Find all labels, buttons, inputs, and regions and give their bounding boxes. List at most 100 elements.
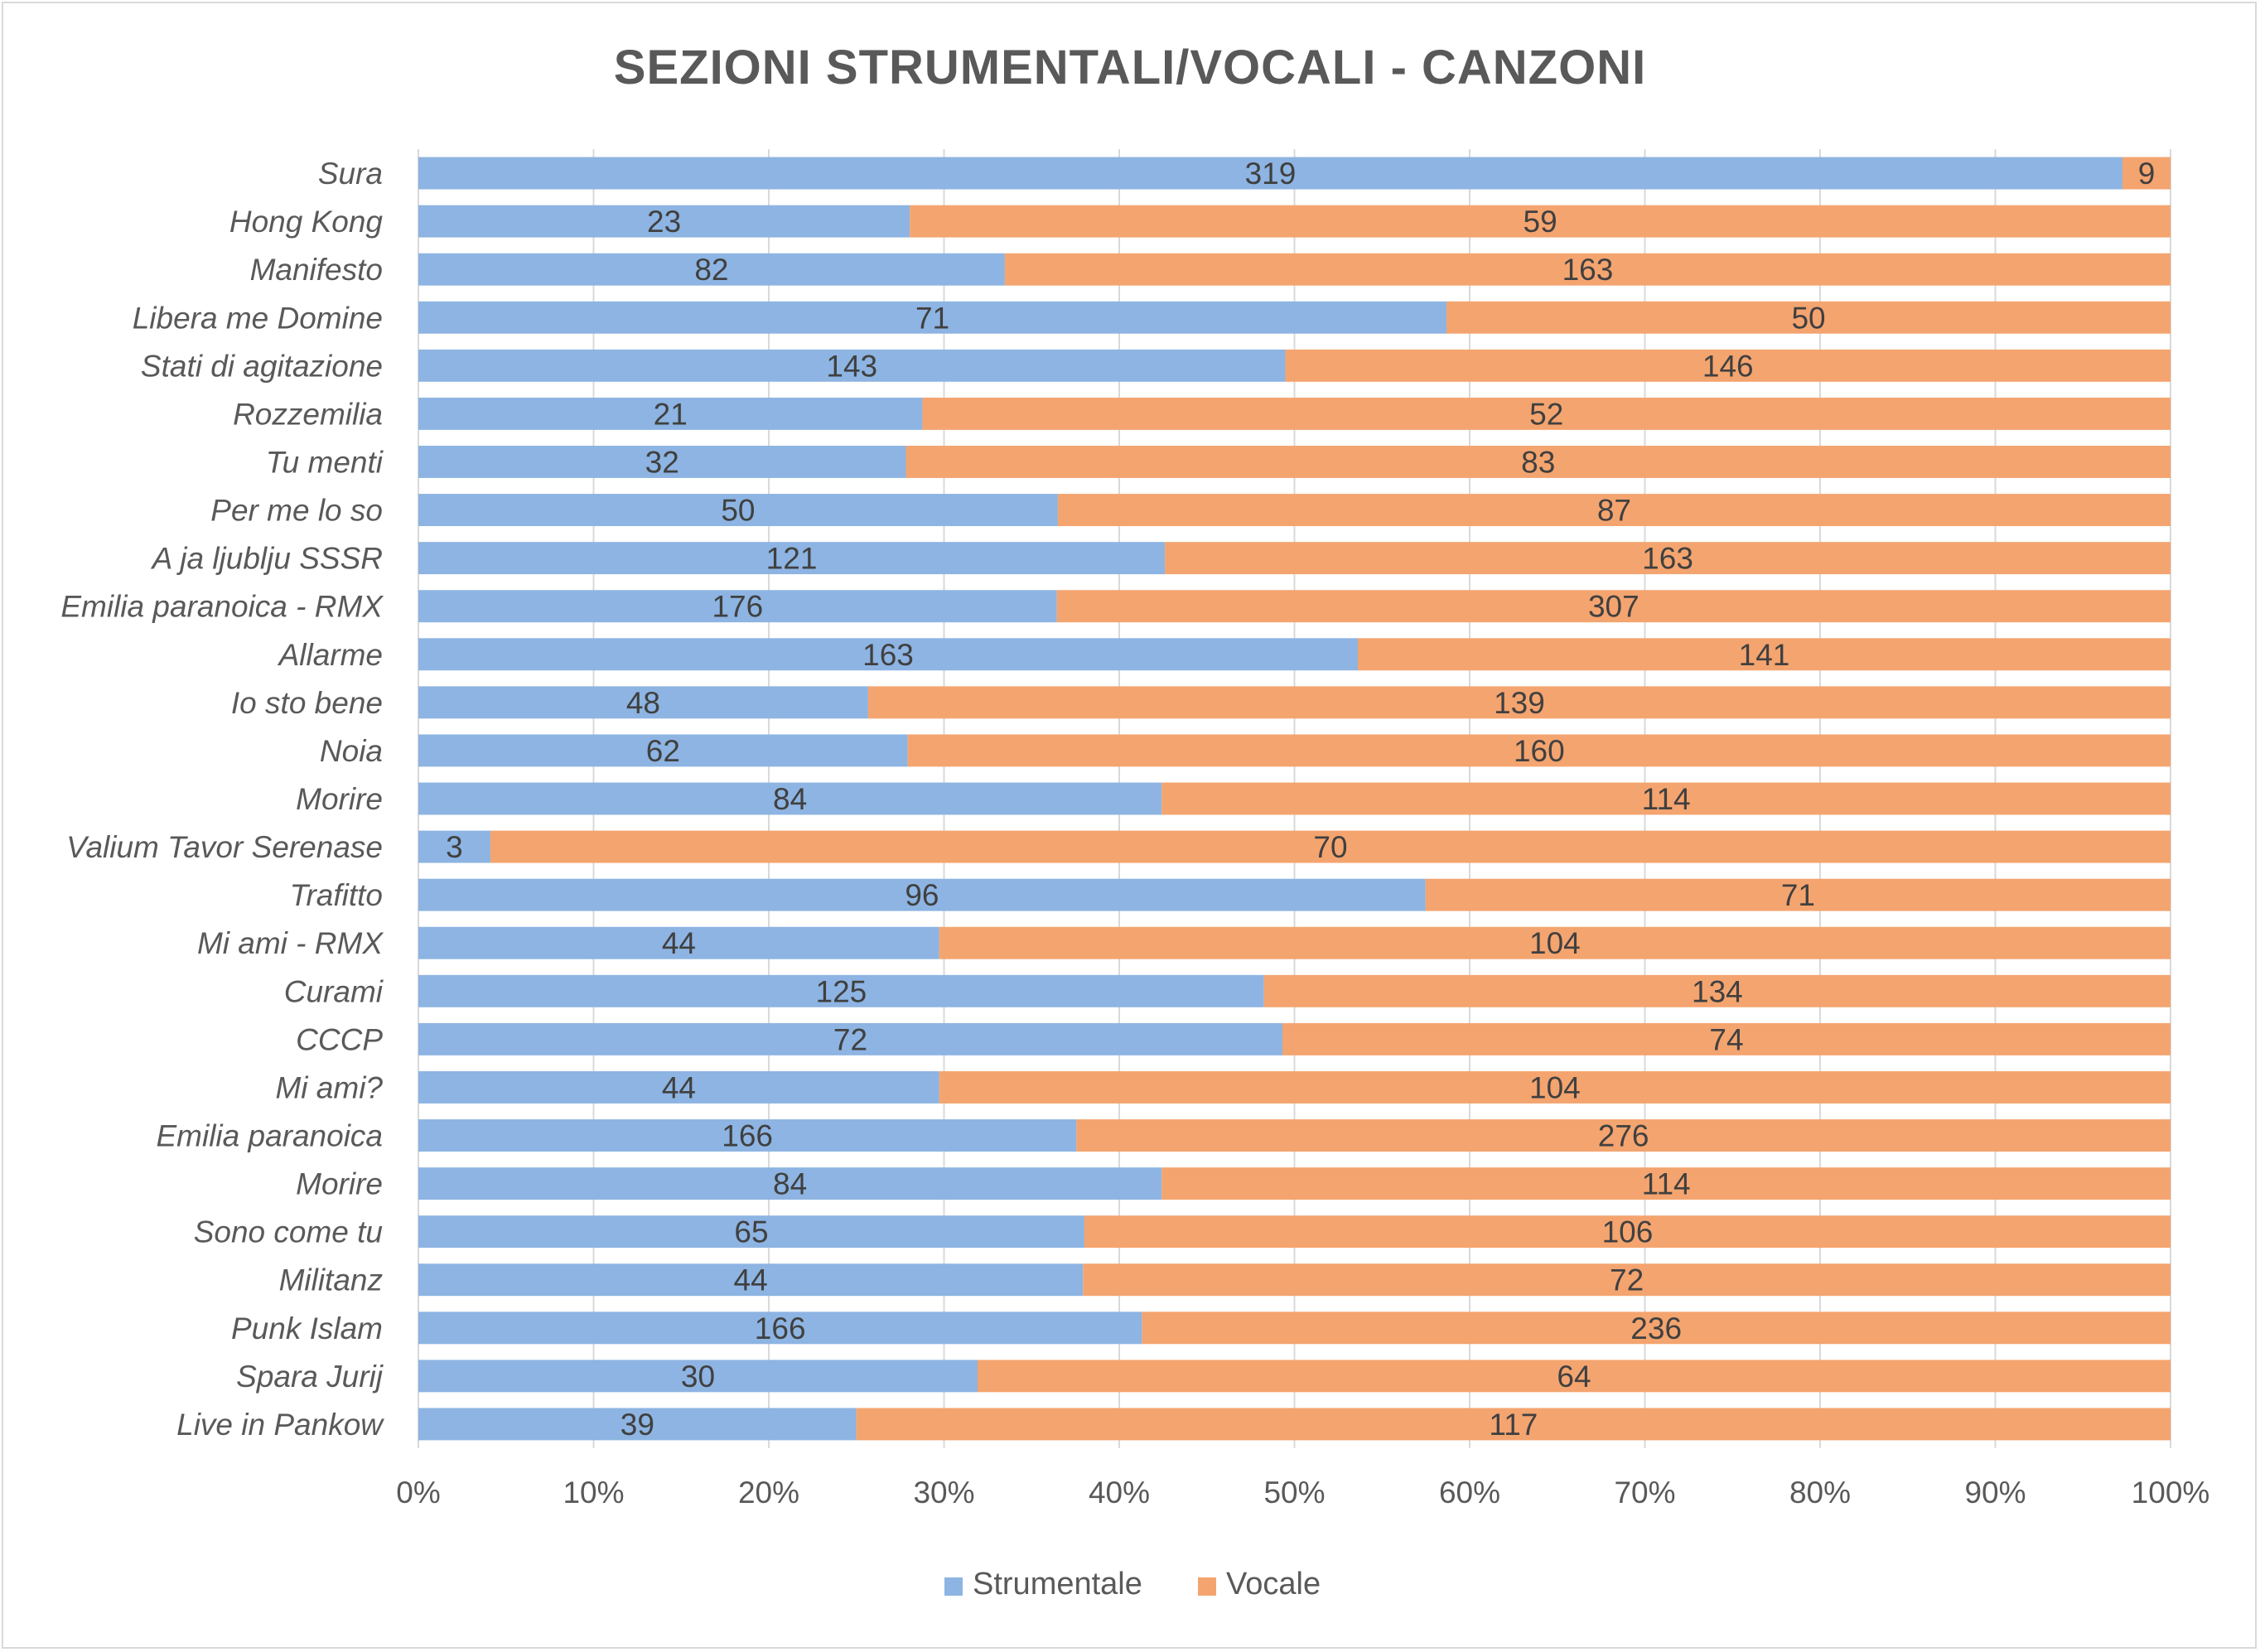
bar-strumentale [418, 1022, 1283, 1055]
data-label-strumentale: 72 [833, 1022, 867, 1056]
category-label: Morire [296, 1167, 383, 1201]
legend-swatch-vocale [1198, 1577, 1216, 1596]
category-label: Sura [318, 157, 383, 191]
bar-vocale [1165, 542, 2171, 575]
bar-strumentale [418, 1360, 978, 1393]
bar-strumentale [418, 686, 868, 719]
x-tick-label: 40% [1089, 1476, 1150, 1510]
category-label: Manifesto [250, 253, 383, 287]
data-label-strumentale: 44 [662, 1070, 696, 1104]
category-label: Emilia paranoica - RMX [60, 590, 384, 624]
data-label-strumentale: 65 [734, 1215, 768, 1249]
bar-strumentale [418, 1263, 1084, 1297]
category-label: Militanz [279, 1263, 383, 1297]
category-label: Mi ami? [275, 1070, 383, 1104]
data-label-vocale: 52 [1529, 397, 1563, 431]
category-label: CCCP [296, 1022, 383, 1056]
data-label-strumentale: 84 [773, 1167, 807, 1201]
category-label: Live in Pankow [176, 1408, 384, 1442]
category-label: Rozzemilia [233, 397, 383, 431]
data-label-vocale: 160 [1514, 734, 1565, 768]
data-label-strumentale: 125 [816, 974, 867, 1008]
data-label-vocale: 139 [1494, 686, 1545, 720]
legend-swatch-strumentale [944, 1577, 963, 1596]
data-label-vocale: 9 [2138, 157, 2156, 191]
bar-strumentale [418, 446, 906, 478]
data-label-vocale: 276 [1598, 1119, 1649, 1153]
category-label: Stati di agitazione [141, 349, 383, 383]
data-label-vocale: 71 [1781, 878, 1815, 912]
data-label-strumentale: 62 [646, 734, 680, 768]
data-label-strumentale: 32 [645, 445, 679, 479]
bar-strumentale [418, 1311, 1142, 1345]
category-label: Per me lo so [210, 494, 383, 528]
bar-strumentale [418, 1070, 939, 1104]
data-label-strumentale: 84 [773, 782, 807, 816]
category-label: Noia [320, 734, 383, 768]
bar-strumentale [418, 734, 908, 767]
data-label-vocale: 146 [1702, 349, 1754, 383]
bar-vocale [2122, 157, 2171, 190]
x-tick-label: 100% [2132, 1476, 2210, 1510]
bar-vocale [939, 1070, 2171, 1104]
data-label-vocale: 72 [1610, 1263, 1644, 1297]
legend-label-vocale: Vocale [1226, 1567, 1321, 1601]
bar-strumentale [418, 205, 910, 238]
data-label-vocale: 104 [1529, 1070, 1581, 1104]
bar-vocale [1057, 494, 2171, 527]
bar-vocale [490, 830, 2171, 863]
chart-title: SEZIONI STRUMENTALI/VOCALI - CANZONI [613, 41, 1647, 94]
x-tick-label: 0% [396, 1476, 440, 1510]
bar-vocale [978, 1360, 2171, 1393]
data-label-vocale: 163 [1562, 253, 1614, 287]
bar-strumentale [418, 974, 1264, 1007]
bar-strumentale [418, 830, 490, 863]
bar-strumentale [418, 638, 1359, 671]
x-tick-label: 50% [1263, 1476, 1325, 1510]
bar-strumentale [418, 494, 1058, 527]
bar-vocale [1076, 1119, 2171, 1152]
bar-vocale [1056, 590, 2171, 623]
data-label-strumentale: 3 [446, 830, 463, 864]
category-label: Mi ami - RMX [197, 926, 384, 960]
data-label-vocale: 106 [1602, 1215, 1654, 1249]
data-label-vocale: 236 [1630, 1311, 1682, 1345]
category-label: Libera me Domine [133, 301, 383, 335]
category-label: A ja ljublju SSSR [151, 542, 383, 576]
bar-strumentale [418, 157, 2122, 190]
category-label: Morire [296, 782, 383, 816]
data-label-vocale: 117 [1489, 1408, 1538, 1442]
data-label-strumentale: 176 [712, 590, 763, 624]
bar-vocale [1358, 638, 2171, 671]
x-tick-label: 10% [563, 1476, 624, 1510]
bar-vocale [856, 1408, 2171, 1441]
data-label-strumentale: 163 [862, 638, 914, 672]
data-label-vocale: 87 [1597, 494, 1631, 528]
data-label-strumentale: 44 [734, 1263, 768, 1297]
data-label-strumentale: 30 [681, 1360, 715, 1394]
data-label-strumentale: 44 [662, 926, 696, 960]
bar-vocale [1083, 1263, 2171, 1297]
data-label-vocale: 134 [1692, 974, 1743, 1008]
bar-vocale [939, 926, 2171, 959]
bar-vocale [1161, 782, 2171, 815]
category-label: Io sto bene [231, 686, 383, 720]
bar-vocale [1425, 878, 2171, 911]
data-label-vocale: 307 [1588, 590, 1639, 624]
bar-vocale [1084, 1215, 2171, 1249]
bar-strumentale [418, 1167, 1162, 1200]
bar-strumentale [418, 301, 1447, 334]
category-label: Allarme [278, 638, 383, 672]
data-label-vocale: 59 [1524, 205, 1557, 239]
bar-strumentale [418, 542, 1166, 575]
category-label: Curami [284, 974, 384, 1008]
bar-strumentale [418, 590, 1057, 623]
category-label: Trafitto [290, 878, 383, 912]
bar-strumentale [418, 397, 923, 430]
category-label: Punk Islam [231, 1311, 383, 1345]
data-label-vocale: 83 [1521, 445, 1555, 479]
category-label: Valium Tavor Serenase [66, 830, 383, 864]
data-label-vocale: 114 [1642, 782, 1691, 816]
bar-strumentale [418, 782, 1162, 815]
